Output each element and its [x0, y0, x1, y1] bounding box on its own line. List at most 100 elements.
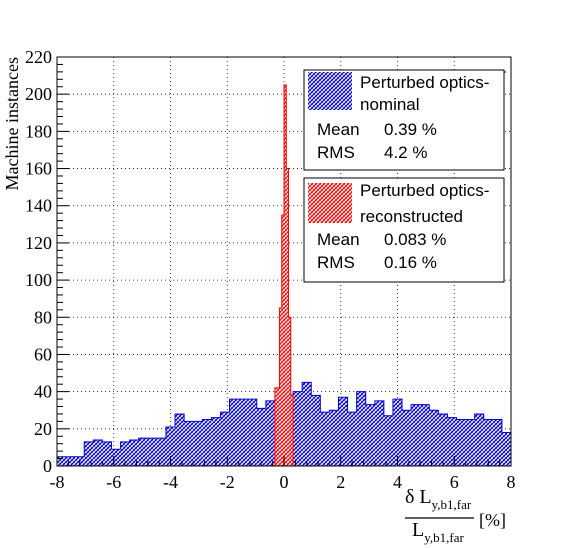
bar-nominal [57, 456, 67, 466]
bar-nominal [492, 419, 502, 466]
bar-nominal [356, 391, 366, 466]
x-tick-label: -2 [220, 472, 235, 492]
legend-reconstructed-rms-label: RMS [317, 253, 355, 272]
bar-reconstructed [281, 215, 284, 466]
x-tick-label: 6 [450, 472, 459, 492]
x-axis-numerator: δ L [405, 486, 432, 508]
bar-reconstructed [288, 317, 291, 466]
legend-nominal-mean-value: 0.39 % [384, 120, 437, 139]
legend-reconstructed-title-2: reconstructed [360, 207, 463, 226]
y-axis-label: Machine instances [2, 57, 22, 190]
bar-nominal [256, 408, 266, 466]
bar-nominal [329, 410, 339, 466]
legend-nominal-rms-value: 4.2 % [384, 143, 427, 162]
bar-nominal [84, 441, 94, 466]
bar-nominal [392, 399, 403, 466]
x-tick-label: 2 [336, 472, 345, 492]
bar-nominal [411, 404, 421, 466]
bar-nominal [147, 438, 157, 466]
bar-nominal [447, 417, 457, 466]
y-tick-label: 80 [34, 307, 52, 327]
x-tick-label: 0 [280, 472, 289, 492]
bar-nominal [501, 432, 511, 466]
bar-reconstructed [284, 84, 287, 467]
x-tick-label: -6 [106, 472, 121, 492]
legend-reconstructed-mean-value: 0.083 % [384, 230, 446, 249]
bar-nominal [320, 412, 330, 466]
legend-reconstructed-swatch [308, 183, 352, 223]
bar-nominal [293, 391, 303, 466]
bar-nominal [247, 399, 257, 466]
bar-nominal [438, 413, 448, 466]
axis-tick-labels: -8 -6 -4 -2 0 2 4 6 8020406080100120140160180200… [25, 47, 516, 492]
x-axis-label: δ Ly,b1,far Ly,b1,far [%] [405, 486, 506, 545]
y-tick-label: 60 [34, 344, 52, 364]
bar-nominal [302, 382, 312, 466]
bar-reconstructed [274, 387, 280, 466]
bar-nominal [474, 413, 484, 466]
bar-nominal [175, 413, 185, 466]
legend-nominal-title-2: nominal [360, 95, 420, 114]
x-tick-label: 8 [507, 472, 516, 492]
bar-nominal [93, 439, 103, 466]
y-tick-label: 180 [25, 121, 52, 141]
x-axis-unit: [%] [479, 510, 506, 530]
bar-nominal [202, 419, 212, 466]
series-nominal-bars [57, 381, 511, 466]
legend-reconstructed: Perturbed optics- reconstructed Mean 0.0… [303, 177, 505, 283]
series-nominal-outline [57, 381, 511, 458]
svg-text:Ly,b1,far: Ly,b1,far [412, 519, 464, 545]
x-tick-label: -8 [50, 472, 65, 492]
bar-nominal [402, 410, 412, 466]
y-tick-label: 0 [43, 456, 52, 476]
series-reconstructed-outline [274, 84, 294, 466]
y-tick-label: 20 [34, 419, 52, 439]
bar-nominal [229, 399, 239, 466]
legend-nominal-swatch [308, 72, 352, 110]
bar-nominal [193, 421, 203, 466]
bar-nominal [129, 439, 139, 466]
x-tick-label: -4 [163, 472, 178, 492]
bar-nominal [138, 438, 148, 466]
x-axis-denominator: L [412, 519, 424, 541]
legend-reconstructed-rms-value: 0.16 % [384, 253, 437, 272]
bar-nominal [111, 449, 121, 466]
x-tick-label: 4 [393, 472, 402, 492]
bar-nominal [365, 404, 375, 466]
bar-nominal [120, 441, 130, 466]
y-tick-label: 100 [25, 270, 52, 290]
bar-nominal [184, 421, 194, 466]
series-reconstructed-bars [274, 84, 294, 467]
svg-text:δ Ly,b1,far: δ Ly,b1,far [405, 486, 472, 512]
bar-reconstructed [279, 307, 282, 466]
legend-nominal: Perturbed optics- nominal Mean 0.39 % RM… [303, 69, 506, 171]
bar-nominal [165, 426, 176, 466]
bar-nominal [265, 400, 275, 466]
bar-nominal [347, 412, 357, 466]
bar-nominal [338, 397, 348, 466]
y-tick-label: 140 [25, 196, 52, 216]
x-axis-numerator-sub: y,b1,far [432, 497, 472, 512]
legend-reconstructed-title-1: Perturbed optics- [360, 181, 489, 200]
bar-nominal [383, 415, 393, 466]
y-tick-label: 200 [25, 84, 52, 104]
legend-nominal-title-1: Perturbed optics- [360, 73, 489, 92]
bar-nominal [483, 419, 493, 466]
x-axis-denominator-sub: y,b1,far [424, 530, 464, 545]
y-tick-label: 120 [25, 233, 52, 253]
y-tick-label: 160 [25, 159, 52, 179]
bar-nominal [66, 456, 76, 466]
axis-ticks [56, 56, 512, 467]
bar-nominal [429, 410, 439, 466]
bar-nominal [220, 412, 230, 466]
y-tick-label: 220 [25, 47, 52, 67]
bar-reconstructed [290, 395, 294, 466]
bar-nominal [211, 417, 221, 466]
y-tick-label: 40 [34, 382, 52, 402]
bar-reconstructed [286, 168, 289, 466]
bar-nominal [311, 395, 321, 466]
legend-nominal-mean-label: Mean [317, 120, 360, 139]
bar-nominal [156, 438, 166, 466]
legend-nominal-rms-label: RMS [317, 143, 355, 162]
